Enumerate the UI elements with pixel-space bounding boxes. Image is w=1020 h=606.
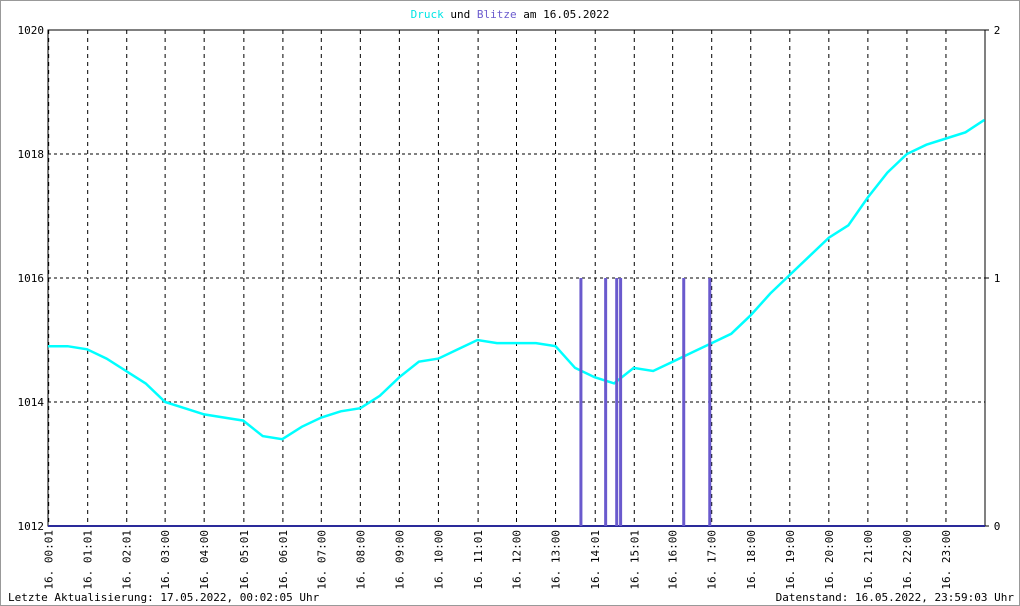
title-connector: und — [450, 8, 470, 21]
x-tick-label: 16. 02:01 — [121, 530, 134, 590]
x-tick-label: 16. 08:00 — [354, 530, 367, 590]
title-date: am 16.05.2022 — [523, 8, 609, 21]
y2-tick-label: 2 — [994, 24, 1001, 37]
pressure-line — [48, 118, 986, 441]
chart-title: Druck und Blitze am 16.05.2022 — [411, 8, 610, 21]
x-tick-label: 16. 01:01 — [82, 530, 95, 590]
x-tick-label: 16. 05:01 — [238, 530, 251, 590]
lightning-bar — [604, 278, 608, 526]
x-tick-label: 16. 14:01 — [589, 530, 602, 590]
x-tick-label: 16. 20:00 — [823, 530, 836, 590]
title-series-1: Druck — [411, 8, 444, 21]
x-tick-label: 16. 15:01 — [628, 530, 641, 590]
y-tick-label: 1020 — [18, 24, 45, 37]
x-tick-label: 16. 23:00 — [940, 530, 953, 590]
x-tick-label: 16. 06:01 — [277, 530, 290, 590]
y-tick-label: 1014 — [18, 396, 45, 409]
x-tick-label: 16. 22:00 — [901, 530, 914, 590]
lightning-bar — [615, 278, 619, 526]
footer-left: Letzte Aktualisierung: 17.05.2022, 00:02… — [8, 591, 320, 604]
y-tick-label: 1018 — [18, 148, 45, 161]
x-tick-label: 16. 10:00 — [432, 530, 445, 590]
x-tick-label: 16. 13:00 — [550, 530, 563, 590]
x-tick-label: 16. 21:00 — [862, 530, 875, 590]
title-series-2: Blitze — [477, 8, 517, 21]
lightning-bar — [682, 278, 686, 526]
lightning-bar — [579, 278, 583, 526]
footer-right: Datenstand: 16.05.2022, 23:59:03 Uhr — [776, 591, 1015, 604]
y-tick-label: 1012 — [18, 520, 45, 533]
x-tick-label: 16. 03:00 — [159, 530, 172, 590]
x-tick-label: 16. 07:00 — [315, 530, 328, 590]
x-tick-label: 16. 11:01 — [472, 530, 485, 590]
y2-tick-label: 1 — [994, 272, 1001, 285]
y2-tick-label: 0 — [994, 520, 1001, 533]
x-tick-label: 16. 12:00 — [511, 530, 524, 590]
x-tick-label: 16. 04:00 — [198, 530, 211, 590]
x-tick-label: 16. 19:00 — [784, 530, 797, 590]
y-tick-label: 1016 — [18, 272, 45, 285]
lightning-bar — [619, 278, 623, 526]
lightning-bar — [708, 278, 712, 526]
x-tick-label: 16. 16:00 — [667, 530, 680, 590]
x-tick-label: 16. 09:00 — [393, 530, 406, 590]
x-tick-label: 16. 18:00 — [745, 530, 758, 590]
x-tick-label: 16. 17:00 — [706, 530, 719, 590]
x-tick-label: 16. 00:01 — [43, 530, 56, 590]
